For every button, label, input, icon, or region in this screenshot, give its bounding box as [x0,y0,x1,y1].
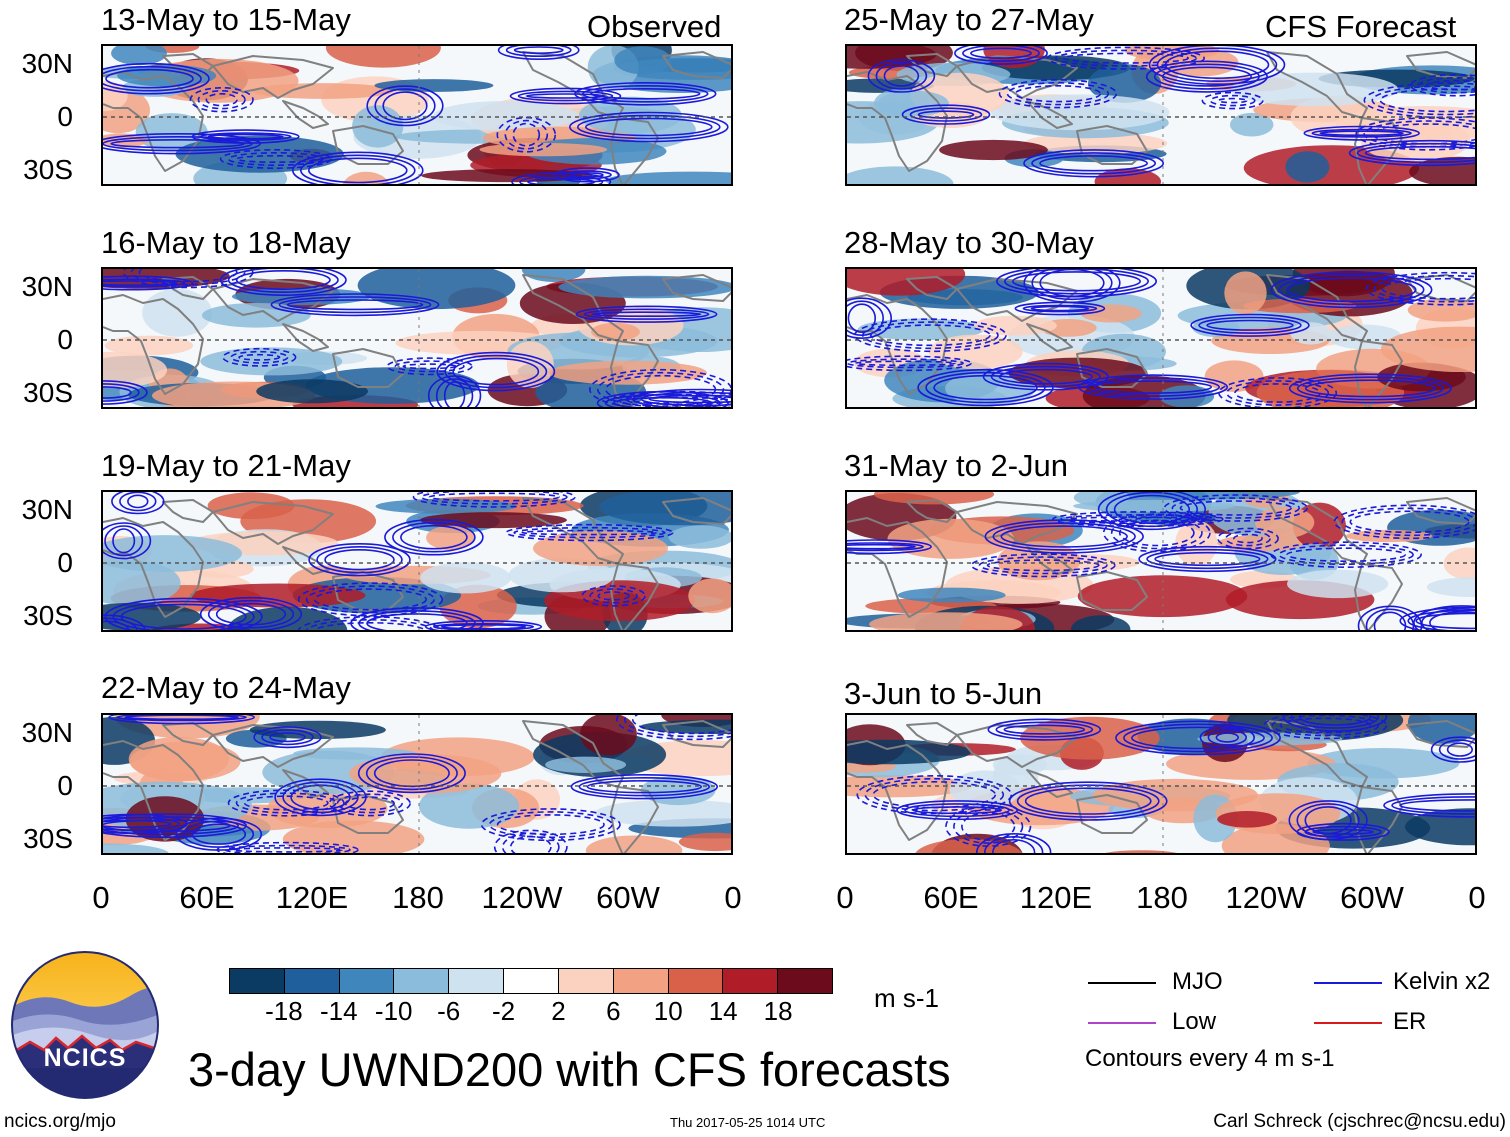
colorbar-tick-label: 18 [763,996,793,1026]
colorbar-tick-label: -6 [437,996,461,1026]
lat-label-30n: 30N [21,717,73,748]
panel-title-left-3: 19-May to 21-May [101,448,351,483]
lon-label: 180 [1136,880,1188,915]
map-panel-left-3 [101,490,733,632]
colorbar-tick-label: 2 [551,996,566,1026]
colorbar-swatch [557,969,613,993]
map-panel-right-3 [845,490,1477,632]
footer-url[interactable]: ncics.org/mjo [4,1111,116,1132]
lat-label-30s: 30S [23,154,73,185]
panel-title-left-2: 16-May to 18-May [101,225,351,260]
lon-label: 180 [392,880,444,915]
lat-label-0: 0 [57,547,73,578]
colorbar-tick-label: -14 [320,996,358,1026]
main-title: 3-day UWND200 with CFS forecasts [188,1043,951,1096]
er-legend-label: ER [1393,1008,1427,1035]
map-panel-right-4 [845,713,1477,855]
colorbar-swatch [667,969,723,993]
lon-label: 120W [1225,880,1307,915]
mjo-legend-line [1088,982,1156,984]
lon-label: 0 [836,880,854,915]
lat-label-0: 0 [57,101,73,132]
lat-label-30s: 30S [23,377,73,408]
colorbar-swatch [777,969,832,993]
map-panel-left-2 [101,267,733,409]
colorbar-units: m s-1 [874,983,939,1013]
colorbar-swatch [612,969,668,993]
colorbar [229,968,833,994]
lat-label-30n: 30N [21,494,73,525]
footer-timestamp: Thu 2017-05-25 1014 UTC [670,1115,826,1130]
lat-label-30n: 30N [21,271,73,302]
lat-label-30s: 30S [23,600,73,631]
logo-text: NCICS [43,1044,127,1072]
colorbar-tick-label: 14 [708,996,738,1026]
colorbar-swatch [448,969,504,993]
lon-label: 120E [1019,880,1093,915]
colorbar-swatch [230,969,284,993]
panel-title-right-4: 3-Jun to 5-Jun [844,676,1043,711]
colorbar-swatch [338,969,394,993]
lat-label-0: 0 [57,770,73,801]
lon-label: 120E [275,880,349,915]
low-legend-label: Low [1172,1008,1217,1035]
map-panel-right-1 [845,44,1477,186]
panel-title-left-1: 13-May to 15-May [101,2,351,37]
low-legend-line [1088,1022,1156,1024]
colorbar-swatch [283,969,339,993]
cfs-forecast-heading: CFS Forecast [1265,9,1457,44]
lon-label: 60W [1340,880,1404,915]
ncics-logo: NCICS [10,950,160,1100]
contour-interval-note: Contours every 4 m s-1 [1085,1045,1335,1072]
map-panel-left-1 [101,44,733,186]
footer-credit: Carl Schreck (cjschrec@ncsu.edu) [1213,1111,1506,1132]
panel-title-left-4: 22-May to 24-May [101,670,351,705]
panel-title-right-2: 28-May to 30-May [844,225,1094,260]
map-panel-right-2 [845,267,1477,409]
kelvin-legend-line [1314,982,1382,984]
mjo-legend-label: MJO [1172,968,1223,995]
colorbar-tick-label: 10 [653,996,683,1026]
colorbar-swatch [503,969,558,993]
observed-heading: Observed [587,9,722,44]
colorbar-tick-label: -18 [265,996,303,1026]
lon-label: 120W [481,880,563,915]
lon-label: 0 [92,880,110,915]
lon-label: 60W [596,880,660,915]
lat-label-0: 0 [57,324,73,355]
lon-label: 0 [724,880,742,915]
colorbar-tick-label: -10 [374,996,413,1026]
lat-label-30n: 30N [21,48,73,79]
lat-label-30s: 30S [23,823,73,854]
lon-label: 0 [1468,880,1486,915]
panel-title-right-3: 31-May to 2-Jun [844,448,1068,483]
colorbar-tick-label: 6 [606,996,621,1026]
kelvin-legend-label: Kelvin x2 [1393,968,1491,995]
lon-label: 60E [923,880,979,915]
lon-label: 60E [179,880,235,915]
map-panel-left-4 [101,713,733,855]
colorbar-tick-label: -2 [491,996,516,1026]
colorbar-swatch [393,969,449,993]
colorbar-swatch [722,969,778,993]
er-legend-line [1314,1022,1382,1024]
panel-title-right-1: 25-May to 27-May [844,2,1094,37]
